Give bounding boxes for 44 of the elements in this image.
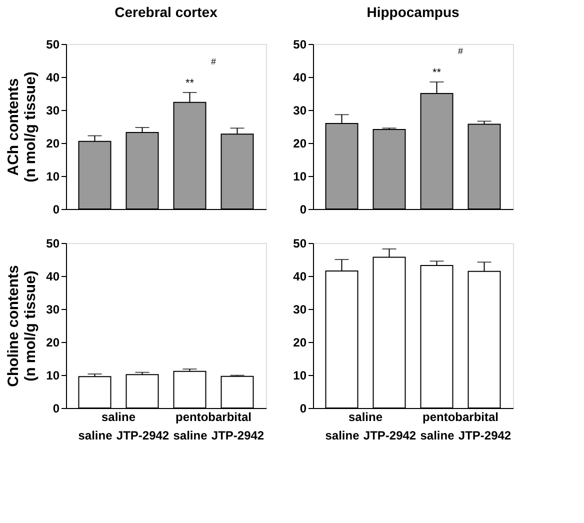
x-tick-label: saline (78, 428, 113, 442)
y-tick-label: 50 (46, 236, 60, 250)
y-tick-label: 30 (293, 302, 307, 316)
y-tick-label: 10 (293, 170, 307, 184)
y-tick-label: 0 (300, 402, 307, 416)
y-tick-label: 10 (46, 170, 60, 184)
x-tick-label: JTP-2942 (116, 428, 170, 442)
annotation: # (458, 46, 464, 56)
y-tick-label: 0 (52, 202, 60, 216)
x-tick-label: saline (325, 428, 360, 442)
annotation: ** (432, 66, 442, 79)
y-tick-label: 50 (293, 38, 307, 52)
x-tick-label: saline (420, 428, 455, 442)
annotation: # (210, 56, 216, 67)
text: saline (348, 410, 383, 424)
y-tick-label: 30 (46, 104, 60, 118)
y-tick-label: 40 (46, 70, 60, 84)
x-tick-label: JTP-2942 (363, 428, 416, 442)
y-tick-label: 40 (293, 70, 307, 84)
y-tick-label: 50 (46, 38, 60, 52)
y-tick-label: 20 (46, 336, 60, 350)
chart-title: Hippocampus (366, 4, 460, 20)
y-tick-label: 20 (46, 136, 60, 150)
y-tick-label: 50 (293, 236, 307, 250)
x-tick-label: saline (173, 428, 208, 442)
y-tick-label: 40 (46, 270, 60, 284)
y-tick-label: 20 (293, 336, 307, 350)
text: pentobarbital (175, 410, 252, 424)
y-tick-label: 30 (46, 302, 60, 316)
text: pentobarbital (422, 410, 499, 424)
y-axis-title: Choline contents (n mol/g tissue) (5, 265, 40, 387)
x-tick-label: JTP-2942 (458, 428, 512, 442)
y-tick-label: 20 (293, 136, 307, 150)
y-tick-label: 0 (300, 202, 307, 216)
chart-title: Cerebral cortex (114, 4, 218, 20)
y-tick-label: 0 (52, 402, 60, 416)
text: saline (101, 410, 136, 424)
annotation: ** (185, 78, 195, 90)
y-axis-title: ACh contents (n mol/g tissue) (5, 72, 40, 182)
y-tick-label: 40 (293, 270, 307, 284)
y-tick-label: 10 (293, 368, 307, 382)
y-tick-label: 30 (293, 104, 307, 118)
x-tick-label: JTP-2942 (211, 428, 264, 442)
y-tick-label: 10 (46, 368, 60, 382)
